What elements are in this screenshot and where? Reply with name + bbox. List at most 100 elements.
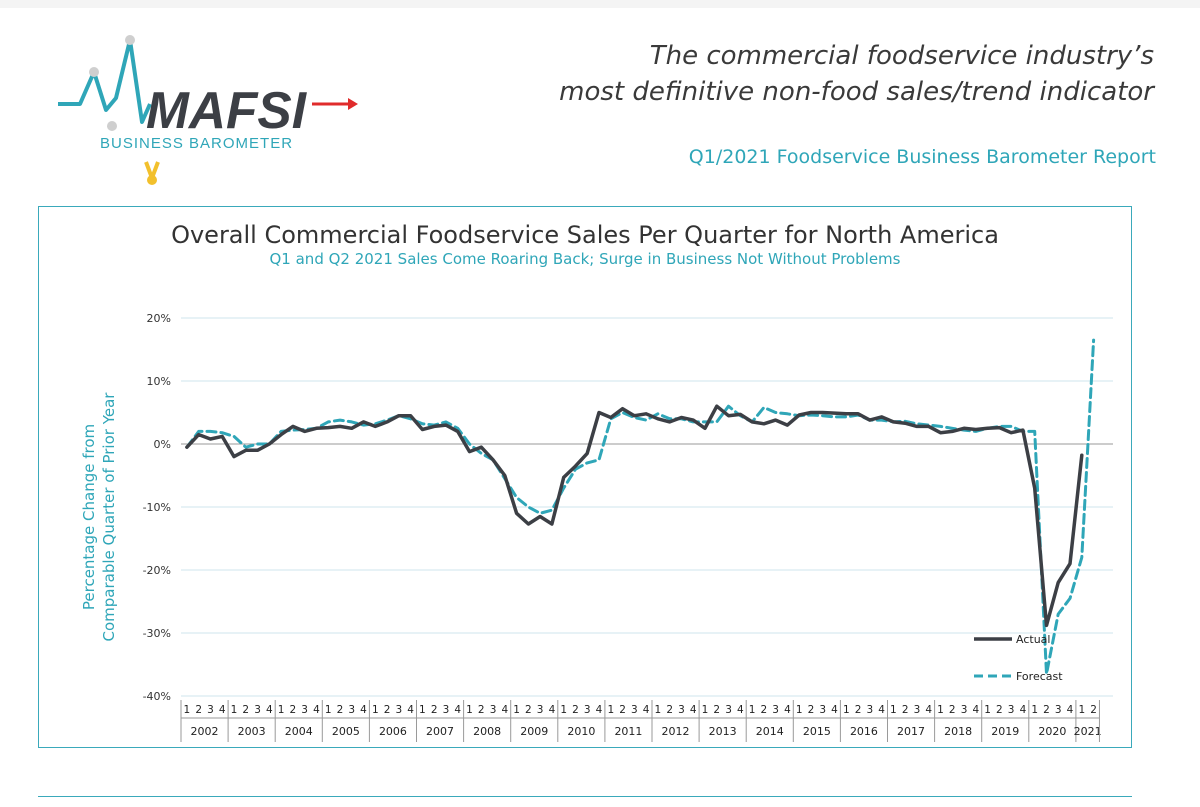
quarter-tick-label: 4 [266, 704, 273, 716]
quarter-tick-label: 2 [1043, 704, 1050, 716]
quarter-tick-label: 2 [996, 704, 1003, 716]
series-line-actual [185, 404, 1084, 628]
quarter-tick-label: 3 [631, 704, 638, 716]
y-tick-label: -10% [143, 501, 171, 514]
year-tick-label: 2009 [520, 725, 548, 738]
logo-subtitle: BUSINESS BAROMETER [100, 135, 293, 152]
series-line-forecast [185, 338, 1096, 676]
mafsi-logo: MAFSI BUSINESS BAROMETER [58, 35, 358, 185]
year-tick-label: 2008 [473, 725, 501, 738]
quarter-tick-label: 4 [313, 704, 320, 716]
quarter-tick-label: 1 [937, 704, 944, 716]
chart-subtitle: Q1 and Q2 2021 Sales Come Roaring Back; … [269, 250, 901, 268]
quarter-tick-label: 4 [549, 704, 556, 716]
quarter-tick-label: 2 [431, 704, 438, 716]
quarter-tick-label: 4 [596, 704, 603, 716]
quarter-tick-label: 1 [1031, 704, 1038, 716]
quarter-tick-label: 2 [855, 704, 862, 716]
quarter-tick-label: 2 [949, 704, 956, 716]
year-tick-label: 2013 [709, 725, 737, 738]
year-tick-label: 2021 [1074, 725, 1102, 738]
quarter-tick-label: 2 [902, 704, 909, 716]
quarter-tick-label: 2 [808, 704, 815, 716]
quarter-tick-label: 3 [490, 704, 497, 716]
quarter-tick-label: 4 [454, 704, 461, 716]
quarter-tick-label: 1 [843, 704, 850, 716]
quarter-tick-label: 1 [372, 704, 379, 716]
quarter-tick-label: 3 [537, 704, 544, 716]
quarter-tick-label: 3 [348, 704, 355, 716]
quarter-tick-label: 3 [772, 704, 779, 716]
quarter-tick-label: 3 [1008, 704, 1015, 716]
quarter-tick-label: 3 [254, 704, 261, 716]
quarter-tick-label: 1 [560, 704, 567, 716]
quarter-tick-label: 4 [643, 704, 650, 716]
quarter-tick-label: 1 [231, 704, 238, 716]
quarter-tick-label: 2 [713, 704, 720, 716]
quarter-tick-label: 3 [866, 704, 873, 716]
quarter-tick-label: 4 [360, 704, 367, 716]
quarter-tick-label: 2 [195, 704, 202, 716]
quarter-tick-label: 1 [278, 704, 285, 716]
quarter-tick-label: 3 [584, 704, 591, 716]
quarter-tick-label: 2 [572, 704, 579, 716]
chart-title: Overall Commercial Foodservice Sales Per… [171, 221, 999, 249]
quarter-tick-label: 3 [678, 704, 685, 716]
tagline-line-2: most definitive non-food sales/trend ind… [559, 77, 1154, 107]
logo-pulse-line [58, 38, 152, 124]
y-tick-label: 0% [154, 438, 171, 451]
quarter-tick-label: 3 [207, 704, 214, 716]
year-tick-label: 2010 [567, 725, 595, 738]
quarter-tick-label: 4 [407, 704, 414, 716]
y-tick-label: -40% [143, 690, 171, 703]
quarter-tick-label: 1 [655, 704, 662, 716]
year-tick-label: 2018 [944, 725, 972, 738]
quarter-tick-label: 3 [819, 704, 826, 716]
year-tick-label: 2016 [850, 725, 878, 738]
quarter-tick-label: 1 [702, 704, 709, 716]
quarter-tick-label: 4 [831, 704, 838, 716]
year-tick-label: 2007 [426, 725, 454, 738]
quarter-tick-label: 2 [242, 704, 249, 716]
quarter-tick-label: 2 [761, 704, 768, 716]
chart-panel: Overall Commercial Foodservice Sales Per… [38, 206, 1132, 748]
quarter-tick-label: 2 [290, 704, 297, 716]
year-tick-label: 2014 [756, 725, 784, 738]
quarter-tick-label: 1 [984, 704, 991, 716]
tagline: The commercial foodservice industry’s mo… [434, 38, 1154, 110]
year-tick-label: 2002 [191, 725, 219, 738]
quarter-tick-label: 3 [914, 704, 921, 716]
year-tick-label: 2015 [803, 725, 831, 738]
quarter-tick-label: 1 [466, 704, 473, 716]
next-panel-edge [38, 796, 1132, 807]
quarter-tick-label: 3 [1055, 704, 1062, 716]
quarter-tick-label: 1 [607, 704, 614, 716]
year-tick-label: 2003 [238, 725, 266, 738]
year-tick-label: 2019 [991, 725, 1019, 738]
quarter-tick-label: 2 [525, 704, 532, 716]
quarter-tick-label: 4 [501, 704, 508, 716]
quarter-tick-label: 1 [419, 704, 426, 716]
y-tick-label: -30% [143, 627, 171, 640]
quarter-tick-label: 1 [325, 704, 332, 716]
quarter-tick-label: 4 [784, 704, 791, 716]
legend-label-actual: Actual [1016, 633, 1050, 646]
quarter-tick-label: 2 [384, 704, 391, 716]
y-tick-label: 20% [147, 312, 171, 325]
quarter-tick-label: 4 [878, 704, 885, 716]
top-rule [0, 0, 1200, 8]
year-tick-label: 2011 [614, 725, 642, 738]
y-tick-label: -20% [143, 564, 171, 577]
year-tick-label: 2004 [285, 725, 313, 738]
tagline-line-1: The commercial foodservice industry’s [649, 41, 1154, 71]
quarter-tick-label: 1 [1078, 704, 1085, 716]
legend-label-forecast: Forecast [1016, 670, 1063, 683]
quarter-tick-label: 4 [737, 704, 744, 716]
quarter-tick-label: 2 [478, 704, 485, 716]
quarter-tick-label: 3 [395, 704, 402, 716]
quarter-tick-label: 3 [301, 704, 308, 716]
quarter-tick-label: 1 [184, 704, 191, 716]
year-tick-label: 2012 [662, 725, 690, 738]
quarter-tick-label: 4 [1020, 704, 1027, 716]
